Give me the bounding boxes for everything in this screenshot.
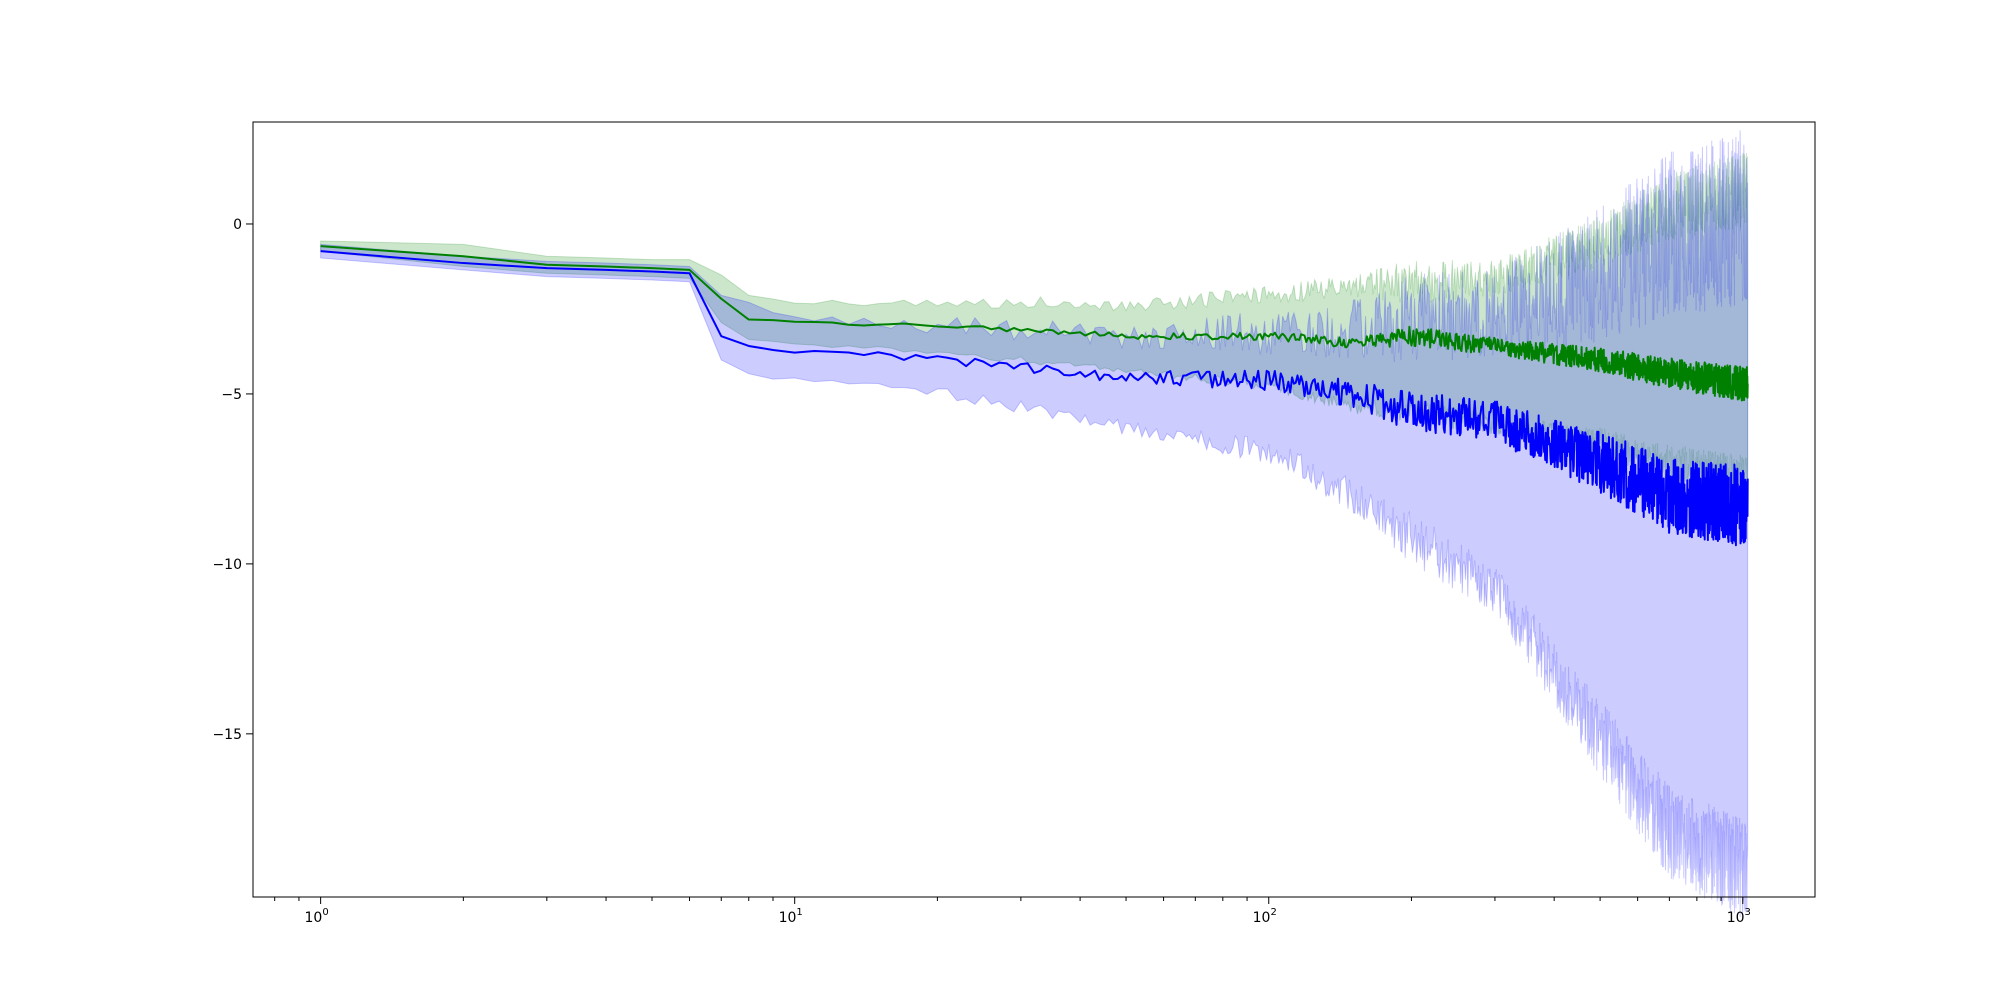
x-tick-label: 103 <box>1727 907 1751 926</box>
x-tick-label: 100 <box>305 907 329 926</box>
x-axis: 100 101 102 103 <box>274 897 1751 926</box>
y-tick-label: −15 <box>212 727 242 743</box>
series-lines <box>320 245 1749 547</box>
confidence-band-2 <box>320 130 1749 917</box>
x-tick-label: 102 <box>1253 907 1277 926</box>
series-line-1 <box>320 245 1749 402</box>
y-axis: 0 −5 −10 −15 <box>212 217 253 743</box>
plot-frame <box>252 121 1816 898</box>
y-tick-label: 0 <box>233 217 242 233</box>
y-tick-label: −5 <box>221 387 242 403</box>
y-tick-label: −10 <box>212 557 242 573</box>
series-line-2 <box>320 250 1749 547</box>
x-tick-label: 101 <box>779 907 803 926</box>
